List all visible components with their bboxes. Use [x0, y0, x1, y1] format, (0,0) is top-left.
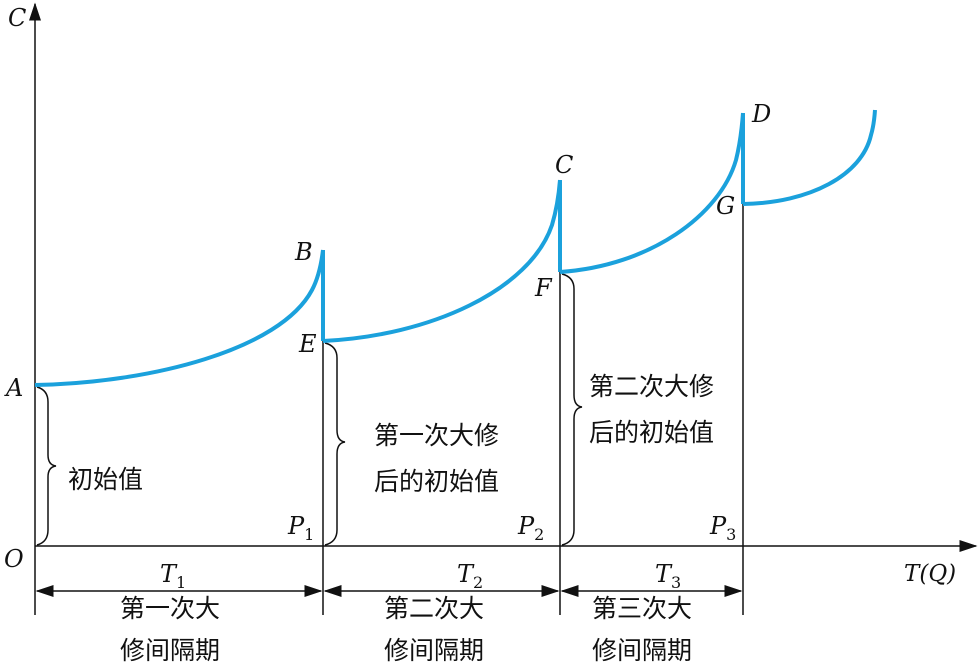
t2-label: T2: [457, 560, 484, 592]
point-e: E: [299, 330, 317, 358]
t3-label: T3: [655, 560, 682, 592]
point-b: B: [295, 238, 313, 266]
after-first-overhaul-label: 第一次大修 后的初始值: [374, 421, 500, 496]
curve-g-end: [742, 109, 877, 206]
curve-e-c: [322, 179, 562, 343]
point-c: C: [555, 151, 574, 179]
p1-label: P1: [288, 512, 315, 544]
interval-3-label: 第三次大 修间隔期: [592, 594, 693, 665]
point-a: A: [6, 374, 24, 402]
curve-a-b: [34, 249, 325, 387]
t1-label: T1: [160, 560, 187, 592]
x-axis-label: T(Q): [904, 561, 957, 587]
point-g: G: [716, 192, 736, 220]
p2-label: P2: [518, 512, 545, 544]
point-f: F: [535, 274, 552, 302]
brace-second: [561, 273, 583, 546]
p3-label: P3: [710, 512, 737, 544]
after-second-overhaul-label: 第二次大修 后的初始值: [589, 372, 715, 447]
interval-1-label: 第一次大 修间隔期: [120, 594, 221, 665]
y-axis-label: C: [8, 4, 27, 32]
interval-2-label: 第二次大 修间隔期: [384, 594, 485, 665]
point-d: D: [752, 100, 772, 128]
brace-first: [324, 342, 346, 546]
origin-label: O: [4, 545, 24, 573]
brace-initial: [36, 386, 57, 546]
initial-value-label: 初始值: [68, 465, 144, 494]
curve-f-d: [559, 112, 745, 274]
